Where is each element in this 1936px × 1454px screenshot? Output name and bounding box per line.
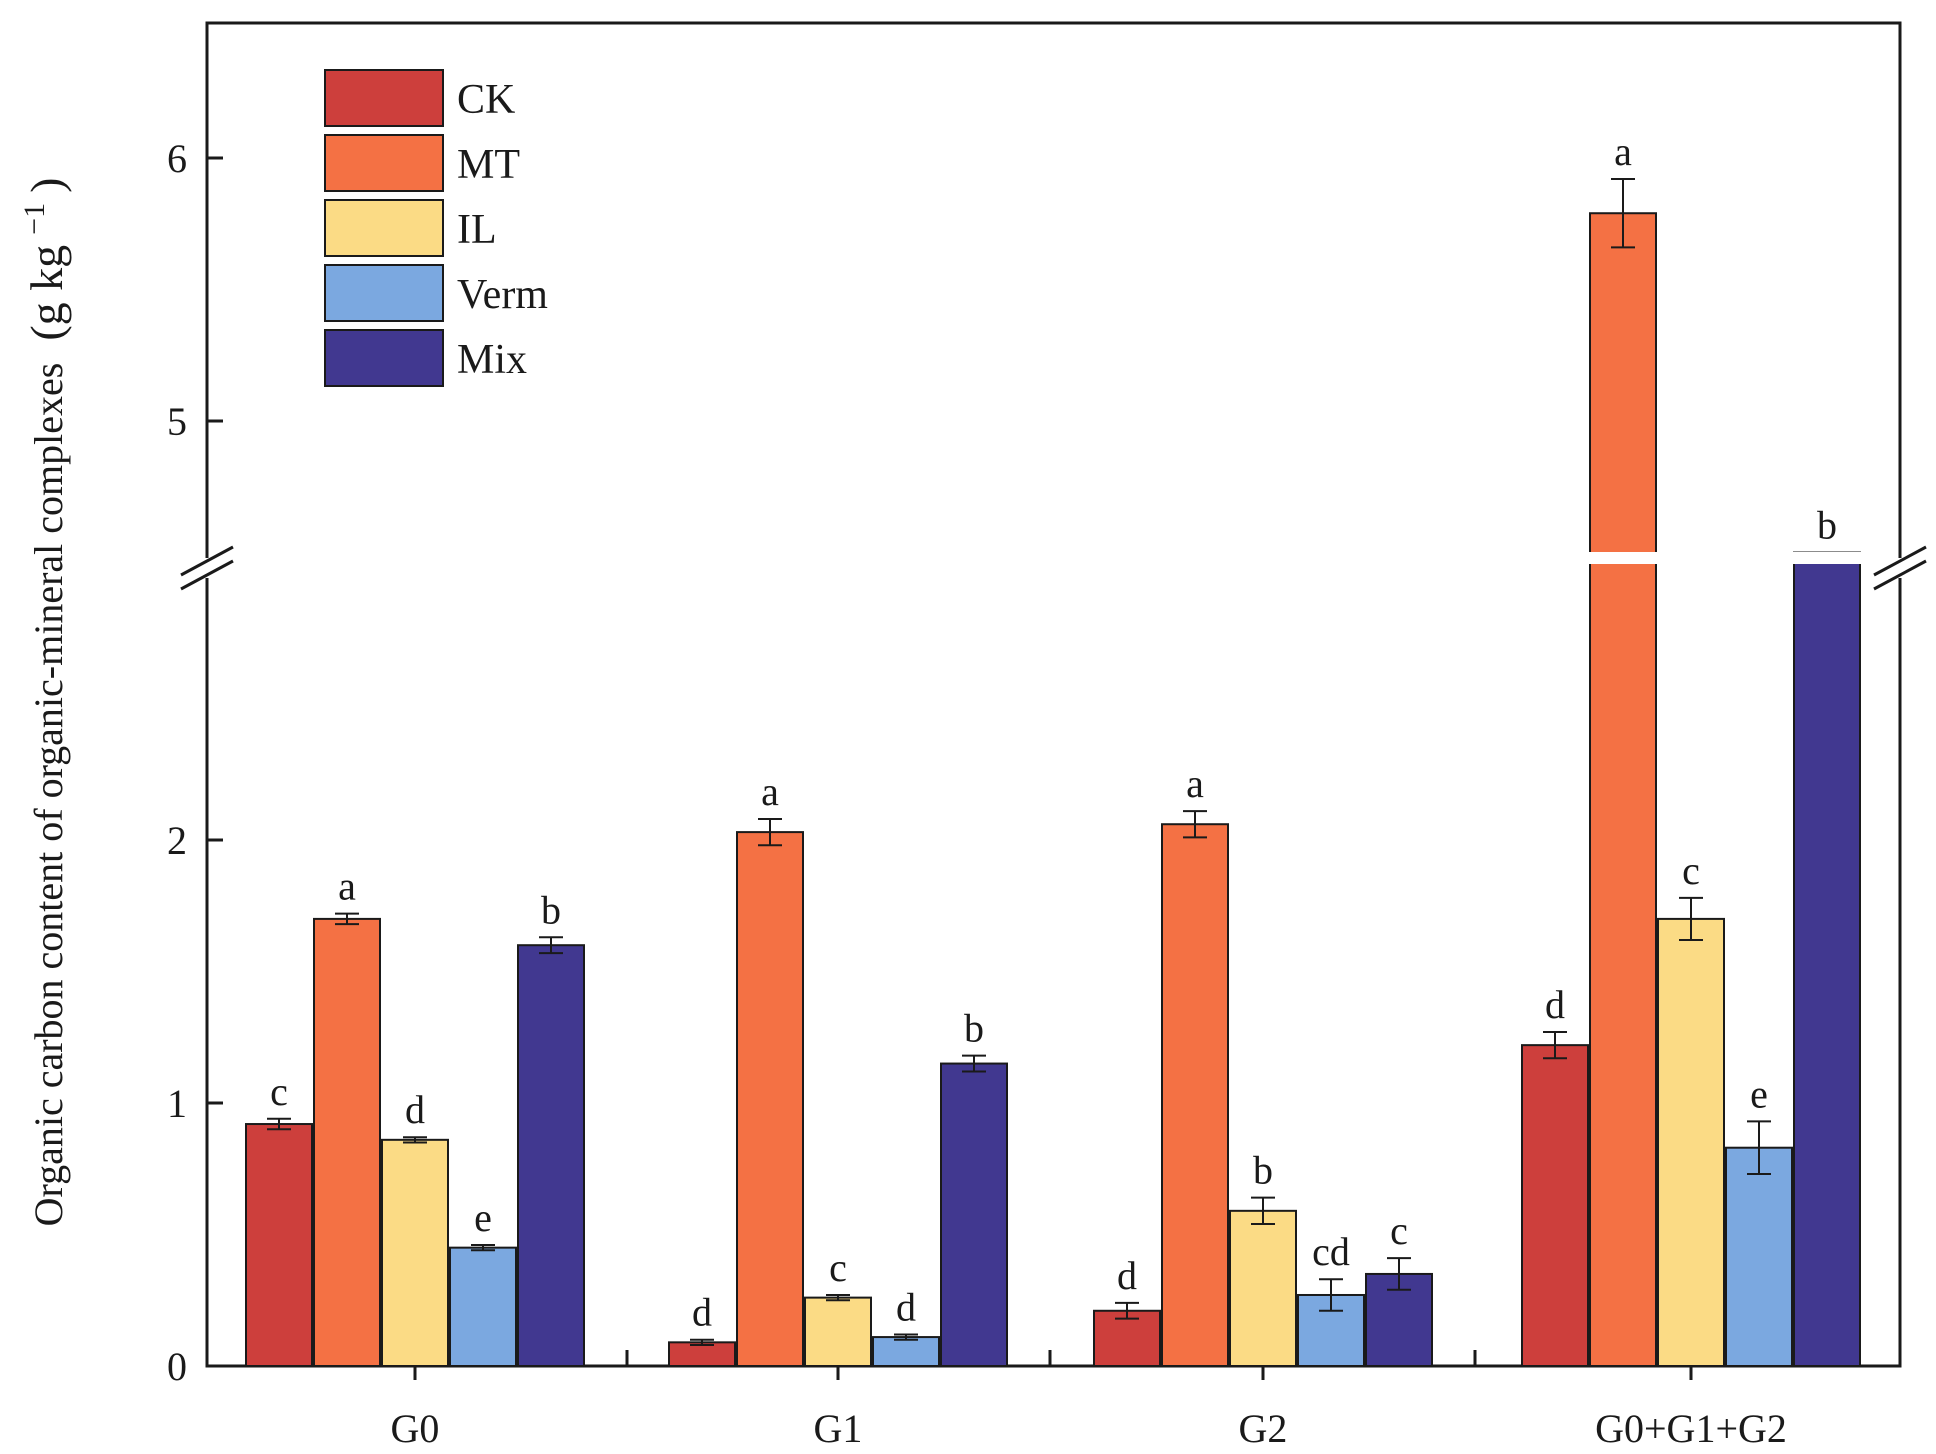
significance-letter: b xyxy=(1253,1148,1273,1193)
y-axis-title-unit: (g kg xyxy=(21,245,72,341)
significance-letter: b xyxy=(1817,503,1837,548)
significance-letter: d xyxy=(1117,1253,1137,1298)
significance-letter: cd xyxy=(1312,1229,1350,1274)
bar-mt-g0-g1-g2 xyxy=(1589,212,1657,1368)
significance-letter: e xyxy=(474,1195,492,1240)
y-axis: 0 1 2 5 6 xyxy=(167,136,1927,1389)
bar-mix-g2 xyxy=(1365,1272,1433,1367)
legend-label-verm: Verm xyxy=(457,272,548,318)
y-tick-label: 6 xyxy=(167,136,187,181)
legend-swatch-mix xyxy=(324,329,444,387)
significance-letter: d xyxy=(405,1087,425,1132)
bar-mt-g2 xyxy=(1161,823,1229,1367)
legend: CK MT IL Verm Mix xyxy=(324,69,548,387)
legend-label-il: IL xyxy=(457,207,497,253)
y-axis-title-text: Organic carbon content of organic-minera… xyxy=(26,363,71,1227)
bar-il-g0 xyxy=(381,1138,449,1367)
legend-swatch-ck xyxy=(324,69,444,127)
bar-verm-g1 xyxy=(872,1336,940,1367)
legend-label-mix: Mix xyxy=(457,337,527,383)
significance-letter: e xyxy=(1750,1071,1768,1116)
significance-letter: c xyxy=(1682,848,1700,893)
significance-letter: a xyxy=(338,864,356,909)
bar-il-g0-g1-g2 xyxy=(1657,917,1725,1368)
bar-mix-g1 xyxy=(940,1062,1008,1368)
y-axis-title-close: ) xyxy=(21,178,72,193)
y-axis-title: Organic carbon content of organic-minera… xyxy=(8,178,72,1227)
bar-break-gap xyxy=(1793,552,1861,564)
bar-break-gap xyxy=(1589,552,1657,564)
axis-break-mark xyxy=(180,559,234,591)
x-tick-label: G0+G1+G2 xyxy=(1595,1406,1787,1451)
significance-letter: c xyxy=(829,1245,847,1290)
y-tick-label: 5 xyxy=(167,399,187,444)
bar-verm-g0 xyxy=(449,1246,517,1368)
significance-letter: a xyxy=(1614,129,1632,174)
bar-verm-g0-g1-g2 xyxy=(1725,1146,1793,1367)
significance-letter: d xyxy=(692,1290,712,1335)
significance-letter: c xyxy=(1390,1208,1408,1253)
bar-mix-g0 xyxy=(517,944,585,1367)
legend-swatch-il xyxy=(324,199,444,257)
plot-frame xyxy=(205,21,1902,1368)
axis-break-mark xyxy=(180,545,234,577)
axis-break-mark xyxy=(1873,545,1927,577)
y-tick-label: 2 xyxy=(167,818,187,863)
legend-swatch-verm xyxy=(324,264,444,322)
bar-il-g2 xyxy=(1229,1209,1297,1367)
legend-swatch-mt xyxy=(324,134,444,192)
legend-label-mt: MT xyxy=(457,142,520,188)
axis-break-mark xyxy=(1873,559,1927,591)
bar-mt-g1 xyxy=(736,831,804,1367)
y-tick-label: 1 xyxy=(167,1081,187,1126)
significance-letter: c xyxy=(270,1069,288,1114)
significance-letter: b xyxy=(964,1006,984,1051)
bar-ck-g0-g1-g2 xyxy=(1521,1044,1589,1367)
bar-mt-g0 xyxy=(313,917,381,1368)
significance-letter: b xyxy=(541,887,561,932)
y-axis-title-exponent: −1 xyxy=(18,203,51,235)
bar-ck-g0 xyxy=(245,1123,313,1368)
significance-letter: a xyxy=(1186,761,1204,806)
x-tick-label: G2 xyxy=(1239,1406,1288,1451)
bar-il-g1 xyxy=(804,1296,872,1367)
x-tick-label: G0 xyxy=(391,1406,440,1451)
legend-label-ck: CK xyxy=(457,77,515,123)
x-tick-label: G1 xyxy=(814,1406,863,1451)
significance-letter: d xyxy=(1545,982,1565,1027)
y-tick-label: 0 xyxy=(167,1344,187,1389)
x-axis: G0 G1 G2 G0+G1+G2 xyxy=(205,1350,1787,1451)
significance-letter: a xyxy=(761,769,779,814)
significance-letter: d xyxy=(896,1284,916,1329)
bar-mix-g0-g1-g2 xyxy=(1793,551,1861,1367)
